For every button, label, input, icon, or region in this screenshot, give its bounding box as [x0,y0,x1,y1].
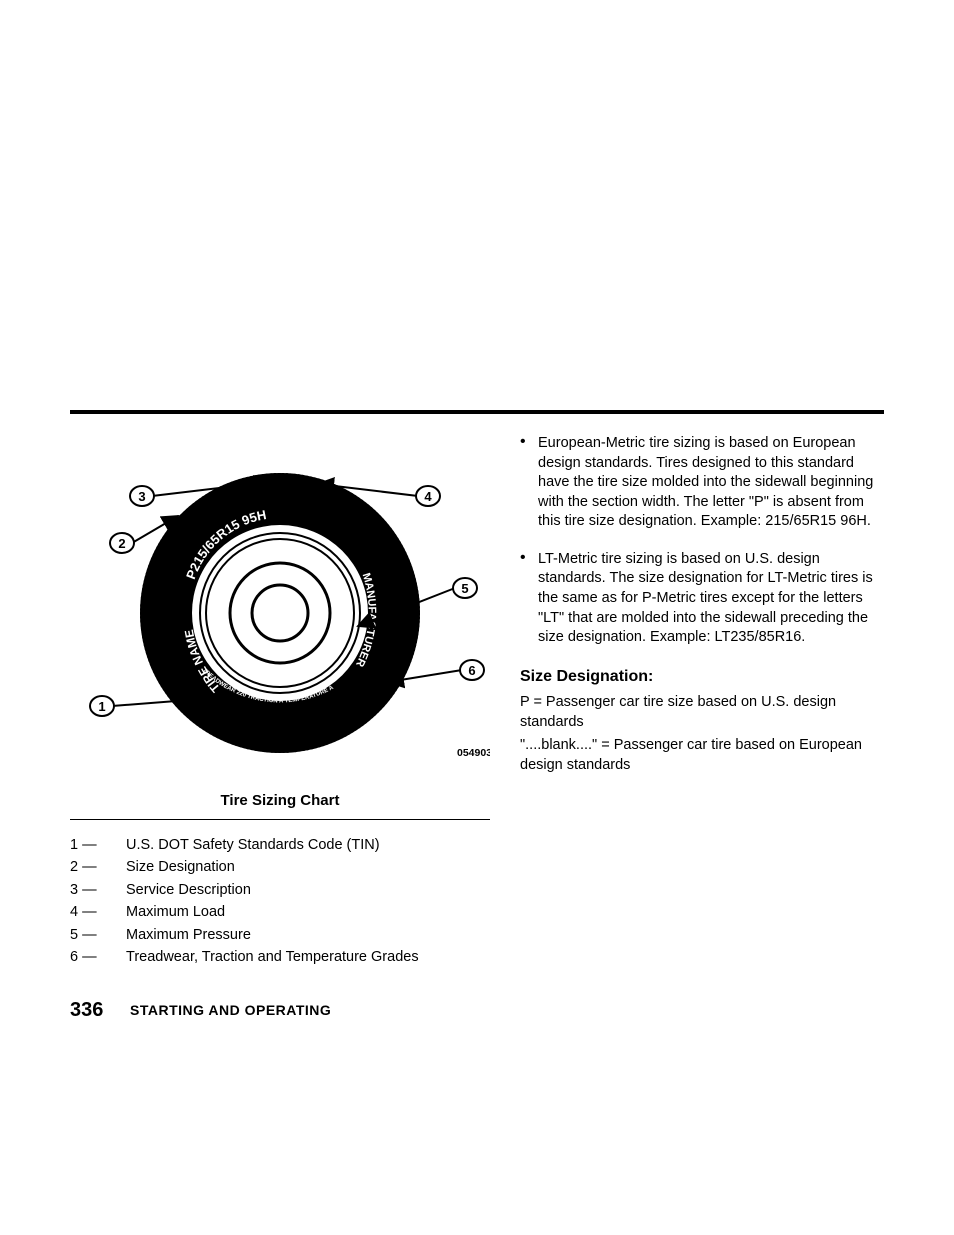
legend-num: 5 — [70,924,126,946]
legend-row: 4 — Maximum Load [70,901,490,923]
legend-num: 6 — [70,946,126,968]
page-number: 336 [70,999,130,1022]
body-paragraph: "....blank...." = Passenger car tire bas… [520,736,884,775]
tire-sizing-diagram: P215/65R15 95H TIRE NAME MANUFACTURER TR… [70,438,490,778]
legend-label: Size Designation [126,856,235,878]
svg-text:1: 1 [98,699,105,714]
page-columns: P215/65R15 95H TIRE NAME MANUFACTURER TR… [70,434,884,969]
page-footer: 336 STARTING AND OPERATING [70,999,884,1022]
figure-caption: Tire Sizing Chart [70,792,490,809]
svg-text:3: 3 [138,489,145,504]
bullet-item: LT-Metric tire sizing is based on U.S. d… [520,550,884,648]
legend-row: 3 — Service Description [70,879,490,901]
legend-label: U.S. DOT Safety Standards Code (TIN) [126,834,380,856]
callout-5: 5 [453,578,477,598]
top-divider [70,410,884,414]
legend-row: 5 — Maximum Pressure [70,924,490,946]
bullet-item: European-Metric tire sizing is based on … [520,434,884,532]
callout-4: 4 [416,486,440,506]
image-code: 054903773 [457,747,490,759]
body-paragraph: P = Passenger car tire size based on U.S… [520,693,884,732]
legend-num: 2 — [70,856,126,878]
left-column: P215/65R15 95H TIRE NAME MANUFACTURER TR… [70,434,490,969]
legend-label: Treadwear, Traction and Temperature Grad… [126,946,419,968]
right-column: European-Metric tire sizing is based on … [520,434,884,969]
callout-1: 1 [90,696,114,716]
svg-text:4: 4 [424,489,432,504]
legend-label: Maximum Pressure [126,924,251,946]
legend-label: Maximum Load [126,901,225,923]
section-heading: Size Designation: [520,666,884,688]
tire-legend: 1 — U.S. DOT Safety Standards Code (TIN)… [70,834,490,969]
svg-text:5: 5 [461,581,468,596]
legend-row: 2 — Size Designation [70,856,490,878]
legend-label: Service Description [126,879,251,901]
legend-num: 4 — [70,901,126,923]
legend-num: 1 — [70,834,126,856]
callout-2: 2 [110,533,134,553]
caption-divider [70,819,490,820]
legend-row: 1 — U.S. DOT Safety Standards Code (TIN) [70,834,490,856]
callout-3: 3 [130,486,154,506]
svg-text:6: 6 [468,663,475,678]
callout-6: 6 [460,660,484,680]
svg-text:2: 2 [118,536,125,551]
legend-num: 3 — [70,879,126,901]
legend-row: 6 — Treadwear, Traction and Temperature … [70,946,490,968]
footer-section-title: STARTING AND OPERATING [130,1002,331,1018]
